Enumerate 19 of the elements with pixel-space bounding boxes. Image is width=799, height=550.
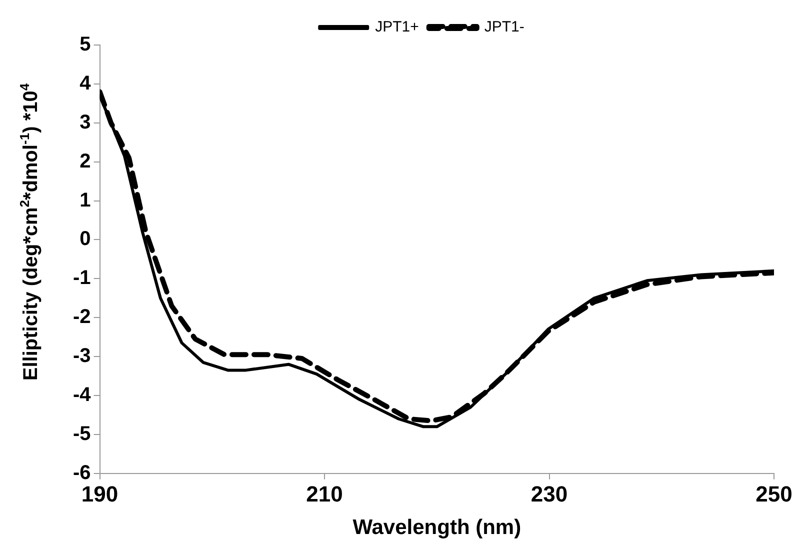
y-tick-label: 5 xyxy=(80,34,91,56)
legend-label: JPT1+ xyxy=(375,18,420,36)
y-tick-label: 1 xyxy=(80,189,91,212)
y-tick-label: -1 xyxy=(72,267,91,290)
y-tick-label: 0 xyxy=(80,228,91,250)
y-tick-label: 2 xyxy=(80,150,91,172)
y-tick-label: -3 xyxy=(72,345,91,368)
x-axis-title: Wavelength (nm) xyxy=(352,516,522,540)
y-tick-label: 3 xyxy=(80,111,91,134)
y-tick-label: -5 xyxy=(72,422,91,445)
legend-label: JPT1- xyxy=(484,18,524,36)
x-tick-label: 230 xyxy=(530,482,568,507)
x-tick-label: 250 xyxy=(756,482,792,507)
y-tick-label: -6 xyxy=(72,462,91,484)
x-tick-label: 190 xyxy=(81,482,118,507)
x-tick-label: 210 xyxy=(306,482,343,507)
y-tick-label: -2 xyxy=(72,306,91,328)
y-tick-label: -4 xyxy=(72,384,92,406)
y-tick-label: 4 xyxy=(80,72,92,94)
